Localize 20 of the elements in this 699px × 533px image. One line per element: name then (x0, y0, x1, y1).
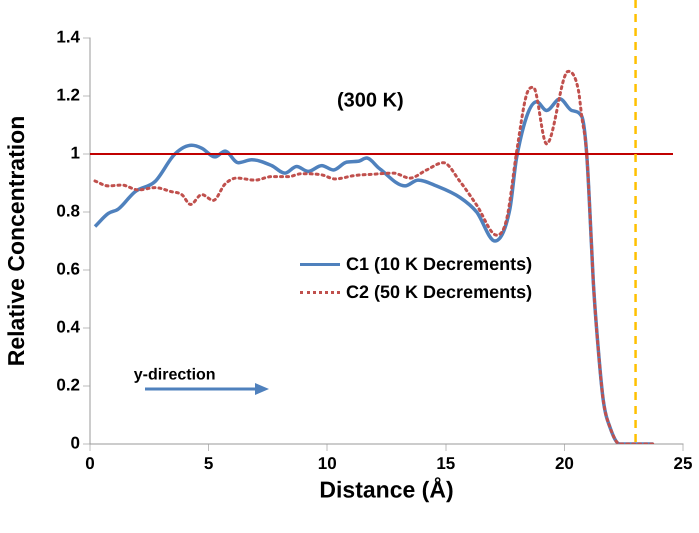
x-tick-label: 10 (318, 454, 337, 473)
y-tick-label: 0 (70, 434, 80, 453)
y-tick-label: 1.4 (56, 28, 81, 47)
x-tick-label: 25 (674, 454, 692, 473)
legend-label: C2 (50 K Decrements) (346, 282, 532, 302)
y-tick-label: 1.2 (56, 86, 80, 105)
x-axis-title: Distance (Å) (319, 476, 454, 503)
x-tick-label: 20 (554, 454, 574, 473)
y-tick-label: 0.2 (56, 376, 80, 395)
annotation: y-direction (134, 366, 216, 384)
y-tick-label: 0.6 (56, 260, 80, 279)
x-tick-label: 5 (204, 454, 214, 473)
legend-label: C1 (10 K Decrements) (346, 254, 532, 274)
y-axis-title: Relative Concentration (3, 116, 30, 366)
x-tick-label: 15 (436, 454, 456, 473)
y-tick-label: 0.8 (56, 202, 80, 221)
y-tick-label: 0.4 (56, 318, 81, 337)
annotation: (300 K) (337, 89, 404, 112)
y-tick-label: 1 (70, 144, 80, 163)
x-tick-label: 0 (85, 454, 95, 473)
